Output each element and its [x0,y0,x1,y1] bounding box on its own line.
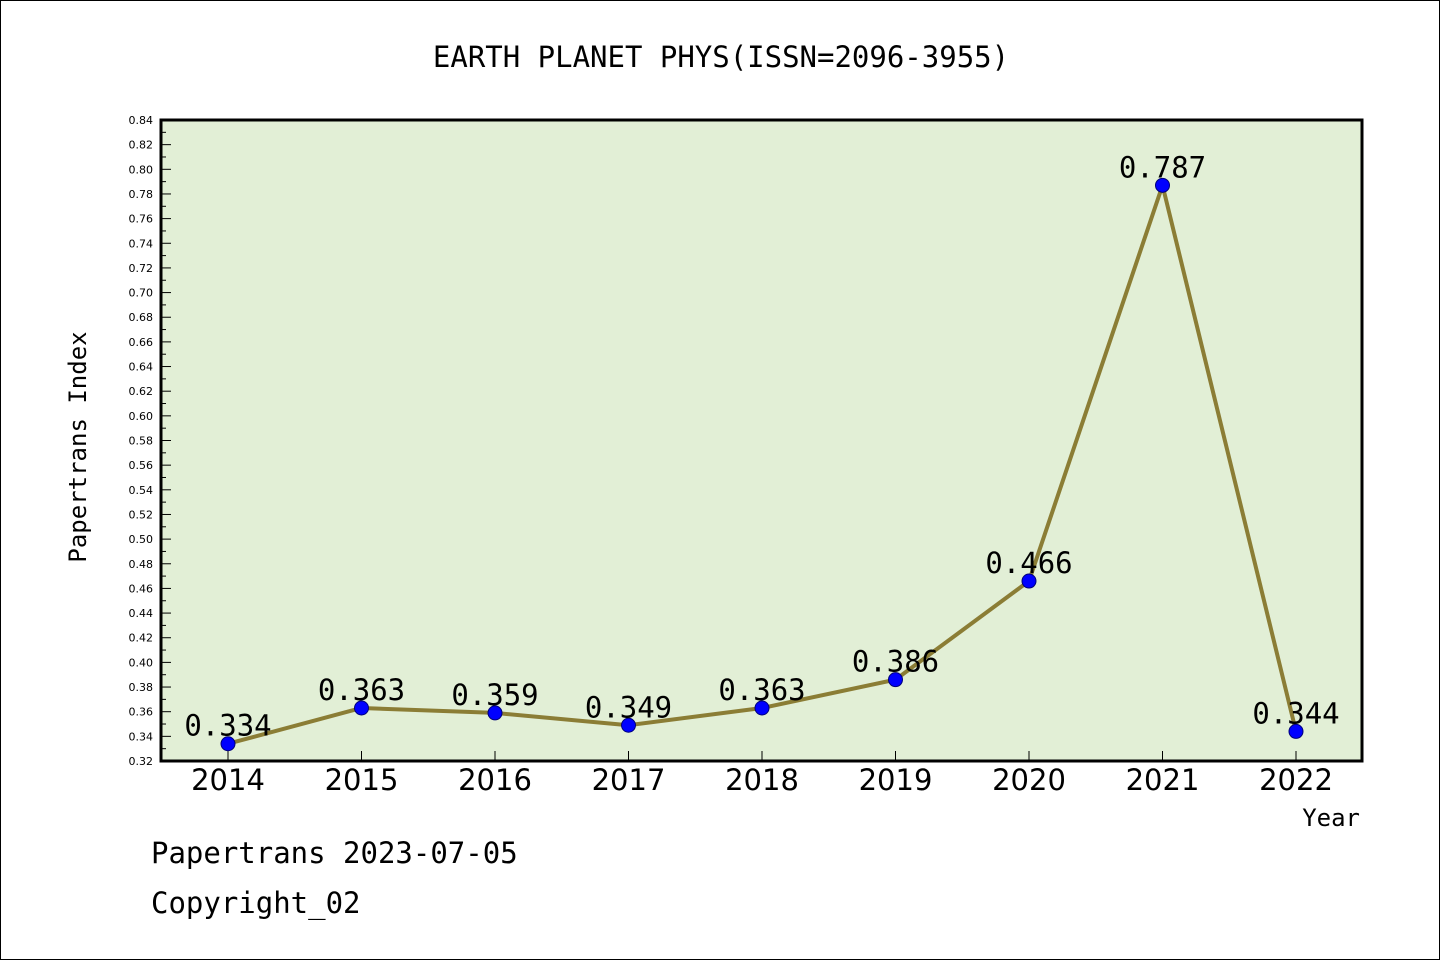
y-tick-label: 0.48 [129,558,154,571]
x-tick-label: 2019 [859,763,933,797]
data-label: 0.334 [184,709,271,743]
y-tick-label: 0.36 [129,706,154,719]
x-tick-label: 2018 [725,763,799,797]
x-tick-label: 2016 [458,763,532,797]
x-tick-label: 2021 [1126,763,1200,797]
data-point [621,717,636,733]
x-axis: 2014 2015 2016 2017 2018 2019 2020 2021 2022 [191,751,1333,797]
y-tick-label: 0.72 [129,262,154,275]
y-tick-label: 0.40 [129,656,154,669]
y-tick-label: 0.82 [129,139,154,152]
y-tick-label: 0.84 [129,114,154,127]
data-point [754,700,770,716]
y-tick-label: 0.38 [129,681,154,694]
x-tick-label: 2017 [592,763,666,797]
y-tick-label: 0.68 [129,311,154,324]
x-tick-label: 2022 [1259,763,1333,797]
footer-copyright: Copyright_02 [151,886,361,920]
y-tick-label: 0.76 [129,213,154,226]
data-point [1288,723,1304,739]
data-label: 0.344 [1252,696,1339,730]
x-axis-label: Year [1302,804,1360,832]
plot-area [159,118,1364,763]
x-tick-label: 2015 [325,763,399,797]
footer-source: Papertrans 2023-07-05 [151,836,518,870]
x-tick-label: 2020 [992,763,1066,797]
data-label: 0.363 [318,673,405,707]
y-tick-label: 0.56 [129,459,154,472]
y-tick-label: 0.46 [129,582,154,595]
chart-title: EARTH PLANET PHYS(ISSN=2096-3955) [433,40,1009,74]
y-tick-label: 0.66 [129,336,154,349]
data-label: 0.363 [718,673,805,707]
data-point [220,736,236,752]
y-tick-label: 0.34 [129,730,154,743]
data-point [1155,177,1170,193]
y-tick-label: 0.62 [129,385,154,398]
data-point [1021,573,1037,589]
y-tick-label: 0.52 [129,508,154,521]
y-tick-label: 0.42 [129,632,154,645]
y-tick-label: 0.64 [129,361,154,374]
data-label: 0.466 [985,546,1072,580]
x-tick-label: 2014 [191,763,265,797]
data-point [888,672,903,688]
data-point [487,705,503,721]
data-label: 0.349 [585,690,672,724]
data-point [354,700,369,716]
y-tick-label: 0.70 [129,287,154,300]
y-tick-label: 0.78 [129,188,154,201]
y-tick-label: 0.54 [129,484,154,497]
y-tick-label: 0.74 [129,237,154,250]
data-label: 0.787 [1119,150,1206,184]
y-tick-label: 0.44 [129,607,154,620]
data-labels: 0.334 0.363 0.359 0.349 0.363 0.386 0.466 0.787… [184,150,1339,742]
y-tick-label: 0.80 [129,163,154,176]
y-tick-label: 0.60 [129,410,154,423]
data-label: 0.359 [451,678,538,712]
y-tick-label: 0.58 [129,435,154,448]
y-axis: 0.32 0.34 0.36 0.38 0.40 0.42 0.44 0.46 0.48 0.50… [129,114,171,768]
series-line-group [220,177,1304,752]
y-tick-label: 0.50 [129,533,154,546]
y-axis-label: Papertrans Index [64,331,92,562]
data-label: 0.386 [852,645,939,679]
y-tick-label: 0.32 [129,755,154,768]
